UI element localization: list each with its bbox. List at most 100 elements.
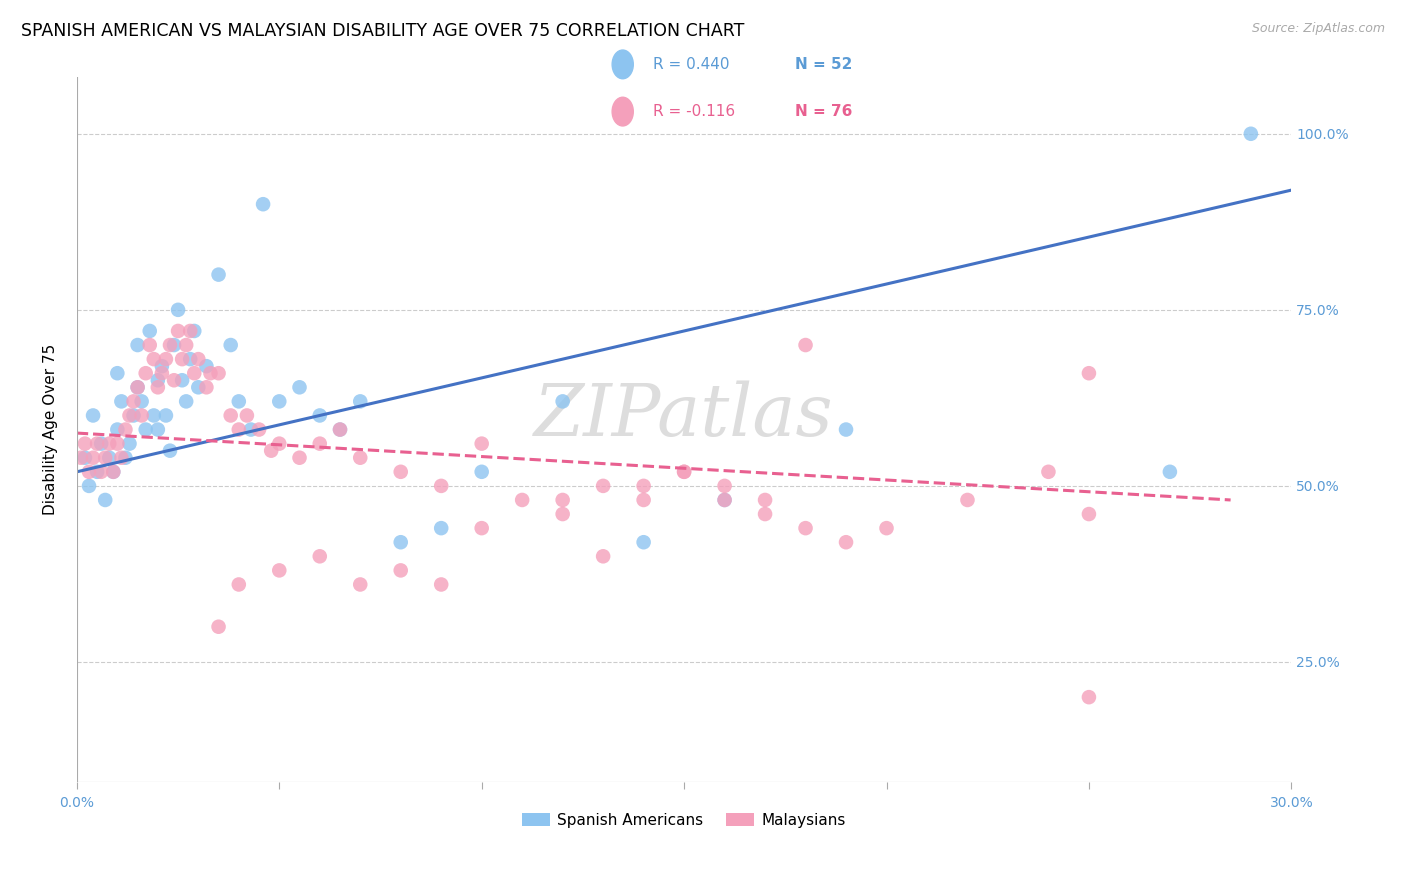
- Point: [633, 479, 655, 493]
- Point: [77, 465, 100, 479]
- Point: [73, 436, 96, 450]
- Point: [174, 394, 197, 409]
- Point: [247, 423, 270, 437]
- Point: [269, 394, 291, 409]
- Point: [122, 409, 145, 423]
- Point: [127, 380, 149, 394]
- Point: [207, 366, 229, 380]
- Point: [956, 493, 979, 508]
- Point: [82, 409, 104, 423]
- Point: [430, 479, 453, 493]
- Point: [135, 423, 157, 437]
- Point: [835, 423, 858, 437]
- Point: [146, 380, 169, 394]
- Point: [713, 479, 735, 493]
- Point: [308, 549, 330, 564]
- Point: [195, 380, 218, 394]
- Point: [179, 352, 201, 367]
- Point: [200, 366, 222, 380]
- Point: [713, 493, 735, 508]
- Point: [349, 394, 371, 409]
- Point: [142, 409, 165, 423]
- Point: [98, 450, 121, 465]
- Point: [389, 563, 412, 577]
- Point: [195, 359, 218, 374]
- Text: N = 52: N = 52: [794, 57, 852, 72]
- Point: [471, 465, 494, 479]
- Point: [183, 324, 205, 338]
- Y-axis label: Disability Age Over 75: Disability Age Over 75: [44, 344, 58, 516]
- Point: [103, 465, 125, 479]
- Point: [94, 450, 117, 465]
- Point: [471, 521, 494, 535]
- Point: [187, 380, 209, 394]
- Point: [172, 352, 194, 367]
- Point: [70, 450, 93, 465]
- Point: [207, 620, 229, 634]
- Point: [219, 409, 242, 423]
- Point: [127, 380, 149, 394]
- Point: [131, 409, 153, 423]
- Point: [86, 465, 108, 479]
- Point: [167, 302, 190, 317]
- Point: [163, 373, 186, 387]
- Point: [269, 563, 291, 577]
- Point: [118, 436, 141, 450]
- Point: [252, 197, 274, 211]
- Point: [592, 549, 614, 564]
- Point: [146, 373, 169, 387]
- Point: [73, 450, 96, 465]
- Point: [471, 436, 494, 450]
- Point: [150, 359, 173, 374]
- Point: [159, 338, 181, 352]
- Point: [430, 577, 453, 591]
- Point: [228, 577, 250, 591]
- Point: [94, 493, 117, 508]
- Point: [114, 450, 136, 465]
- Point: [308, 436, 330, 450]
- Point: [131, 394, 153, 409]
- Point: [146, 423, 169, 437]
- Point: [127, 338, 149, 352]
- Text: SPANISH AMERICAN VS MALAYSIAN DISABILITY AGE OVER 75 CORRELATION CHART: SPANISH AMERICAN VS MALAYSIAN DISABILITY…: [21, 22, 744, 40]
- Point: [163, 338, 186, 352]
- Point: [510, 493, 533, 508]
- Point: [329, 423, 352, 437]
- Point: [1159, 465, 1181, 479]
- Point: [794, 338, 817, 352]
- Point: [183, 366, 205, 380]
- Point: [138, 324, 160, 338]
- Point: [172, 373, 194, 387]
- Point: [754, 493, 776, 508]
- Point: [155, 352, 177, 367]
- Point: [105, 423, 128, 437]
- Point: [105, 436, 128, 450]
- Point: [349, 450, 371, 465]
- Text: ZIPatlas: ZIPatlas: [534, 380, 834, 450]
- Point: [288, 380, 311, 394]
- Point: [207, 268, 229, 282]
- Point: [1077, 366, 1099, 380]
- Point: [142, 352, 165, 367]
- Point: [551, 507, 574, 521]
- Point: [122, 394, 145, 409]
- Point: [187, 352, 209, 367]
- Point: [110, 450, 132, 465]
- Point: [159, 443, 181, 458]
- Point: [835, 535, 858, 549]
- Point: [90, 436, 112, 450]
- Point: [389, 465, 412, 479]
- Point: [82, 450, 104, 465]
- Point: [228, 394, 250, 409]
- Ellipse shape: [612, 50, 633, 78]
- Point: [592, 479, 614, 493]
- Point: [118, 409, 141, 423]
- Point: [633, 493, 655, 508]
- Point: [105, 366, 128, 380]
- Point: [349, 577, 371, 591]
- Point: [174, 338, 197, 352]
- Point: [269, 436, 291, 450]
- Point: [239, 423, 262, 437]
- Text: Source: ZipAtlas.com: Source: ZipAtlas.com: [1251, 22, 1385, 36]
- Point: [673, 465, 696, 479]
